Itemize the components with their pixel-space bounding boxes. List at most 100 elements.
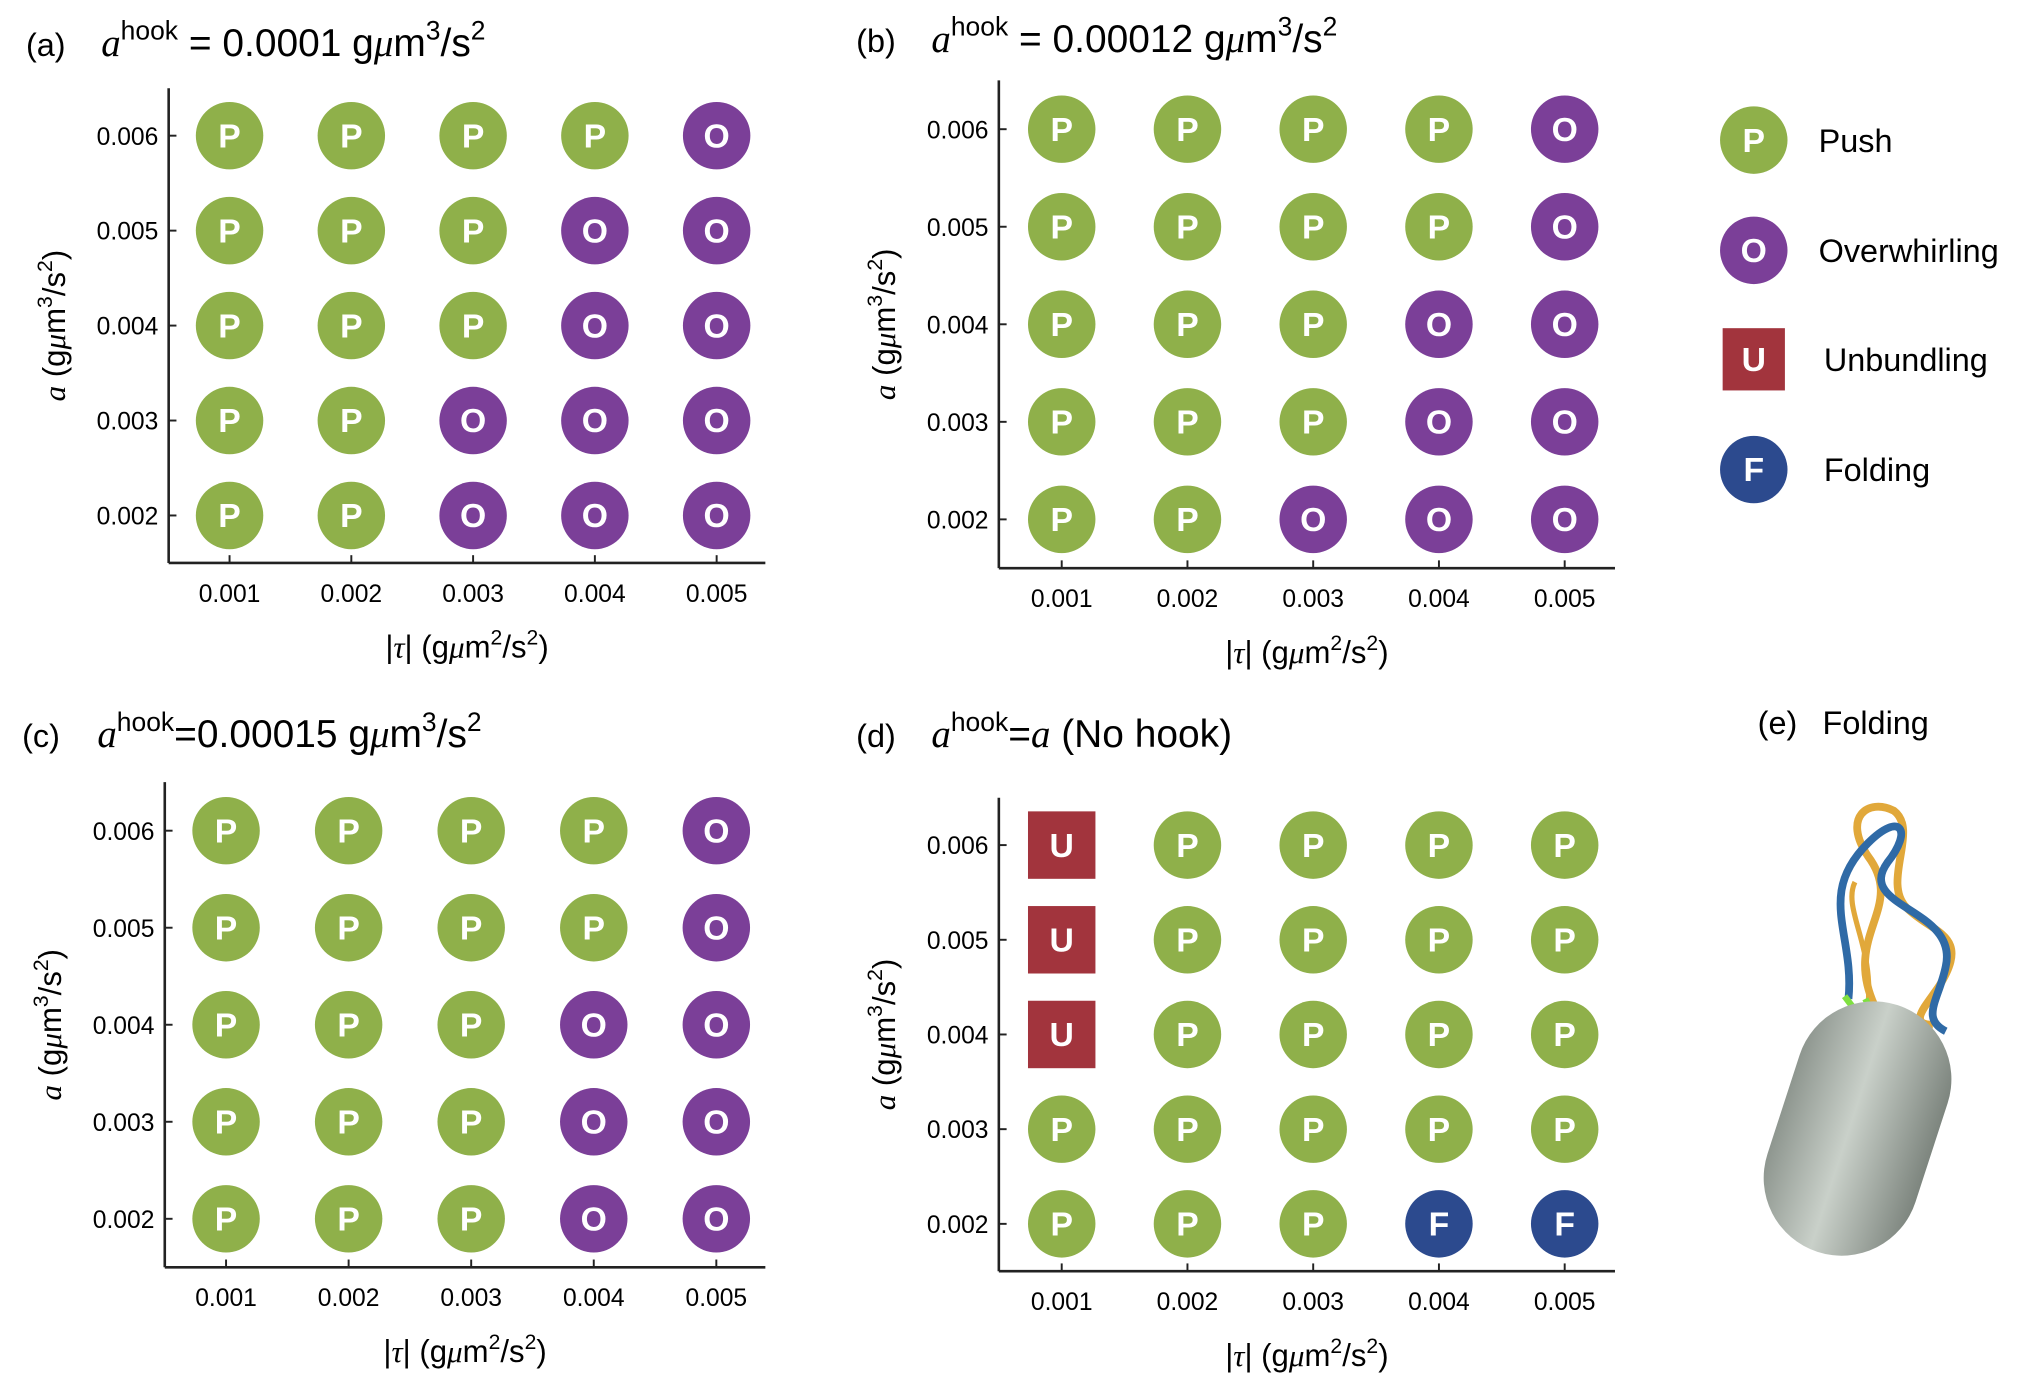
text-segment: τ: [391, 1334, 404, 1369]
legend-label: Push: [1819, 123, 1893, 159]
marker: P: [1279, 290, 1347, 359]
text-segment: |: [385, 630, 393, 665]
text-segment: m: [463, 1334, 489, 1369]
text-segment: /s: [1342, 1338, 1366, 1373]
marker-symbol: P: [1176, 921, 1199, 959]
marker-symbol: O: [1552, 111, 1578, 149]
marker: P: [437, 991, 505, 1059]
legend-symbol-shape: [1720, 216, 1788, 285]
y-tick-label: 0.004: [927, 1023, 989, 1050]
marker: O: [1530, 193, 1599, 261]
marker: P: [1279, 388, 1347, 456]
text-segment: ): [538, 630, 548, 665]
marker-shape: [1027, 95, 1096, 163]
marker-symbol: P: [1302, 1016, 1325, 1054]
marker-shape: [1279, 290, 1347, 359]
marker: O: [560, 1088, 628, 1156]
x-axis-label: |τ| (gμm2/s2): [1225, 632, 1388, 670]
marker-shape: [1405, 485, 1473, 554]
marker-shape: [1279, 1095, 1347, 1163]
marker-shape: [560, 796, 628, 865]
marker-symbol: O: [703, 1200, 729, 1238]
marker: O: [561, 196, 629, 265]
text-segment: μ: [446, 1334, 463, 1369]
marker-shape: [1153, 193, 1222, 261]
marker-symbol: U: [1050, 1016, 1074, 1054]
marker-shape: [314, 1088, 383, 1156]
marker-symbol: P: [1553, 1016, 1576, 1054]
marker-shape: [1530, 485, 1599, 554]
text-segment: a: [33, 1085, 68, 1101]
x-tick-label: 0.005: [686, 581, 748, 608]
marker-symbol: P: [1050, 306, 1072, 344]
marker-shape: [1027, 1190, 1096, 1258]
marker-symbol: P: [340, 117, 363, 155]
marker-symbol: P: [340, 497, 363, 535]
marker-shape: [1530, 811, 1599, 879]
marker: P: [1530, 811, 1599, 879]
x-tick-label: 0.004: [563, 1285, 625, 1312]
marker-shape: [1530, 906, 1599, 974]
marker-shape: [192, 796, 260, 865]
marker: P: [1027, 485, 1096, 554]
x-tick-label: 0.001: [199, 581, 261, 608]
marker-symbol: P: [1050, 501, 1072, 539]
marker: P: [560, 893, 628, 962]
marker-symbol: P: [1050, 1206, 1072, 1244]
marker-shape: [560, 1185, 628, 1253]
marker-shape: [192, 1088, 260, 1156]
marker-symbol: O: [1426, 501, 1452, 539]
marker-symbol: P: [1553, 1111, 1576, 1149]
text-segment: μ: [448, 630, 465, 665]
marker-shape: [1153, 485, 1222, 554]
marker-symbol: O: [582, 402, 608, 440]
marker: O: [561, 386, 629, 455]
marker-symbol: P: [1176, 1016, 1199, 1054]
text-segment: m: [33, 1007, 68, 1033]
marker-shape: [314, 796, 383, 865]
marker-symbol: P: [337, 812, 360, 850]
x-tick-label: 0.003: [440, 1285, 502, 1312]
marker-shape: [195, 291, 264, 360]
marker-symbol: U: [1050, 827, 1074, 865]
marker-shape: [1027, 485, 1096, 554]
marker: O: [1405, 485, 1473, 554]
marker-symbol: P: [1302, 306, 1325, 344]
marker-shape: [192, 893, 260, 962]
marker: P: [1027, 193, 1096, 261]
marker-symbol: O: [703, 1006, 729, 1044]
marker-symbol: P: [337, 1103, 360, 1141]
marker: P: [1153, 906, 1222, 974]
marker-symbol: O: [704, 212, 730, 250]
marker-symbol: P: [1176, 404, 1199, 442]
y-axis-label: a (gμm3/s2): [34, 250, 72, 402]
marker: O: [682, 796, 751, 865]
marker-symbol: P: [1428, 921, 1451, 959]
marker-symbol: O: [1300, 501, 1326, 539]
marker: P: [1279, 1095, 1347, 1163]
marker-symbol: P: [218, 402, 241, 440]
chart-title: ahook=a (No hook): [931, 707, 1232, 756]
marker: P: [1027, 95, 1096, 163]
marker: P: [317, 101, 386, 170]
marker: P: [1027, 1095, 1096, 1163]
marker-symbol: P: [1428, 1111, 1451, 1149]
text-segment: ): [536, 1334, 546, 1369]
text-segment: 2: [34, 260, 57, 272]
marker-shape: [1027, 1095, 1096, 1163]
marker-shape: [561, 196, 629, 265]
marker-symbol: P: [1302, 404, 1325, 442]
panel-label: (b): [856, 23, 896, 59]
marker-shape: [437, 1088, 505, 1156]
marker: P: [1279, 95, 1347, 163]
marker-symbol: P: [460, 1006, 483, 1044]
marker-symbol: P: [460, 1103, 483, 1141]
panel-label: (a): [26, 27, 66, 63]
marker-symbol: P: [1050, 404, 1072, 442]
marker-shape: [1405, 1190, 1473, 1258]
marker: P: [439, 291, 507, 360]
marker-shape: [1027, 811, 1096, 879]
x-tick-label: 0.002: [1157, 1289, 1219, 1316]
text-segment: μ: [867, 333, 902, 350]
